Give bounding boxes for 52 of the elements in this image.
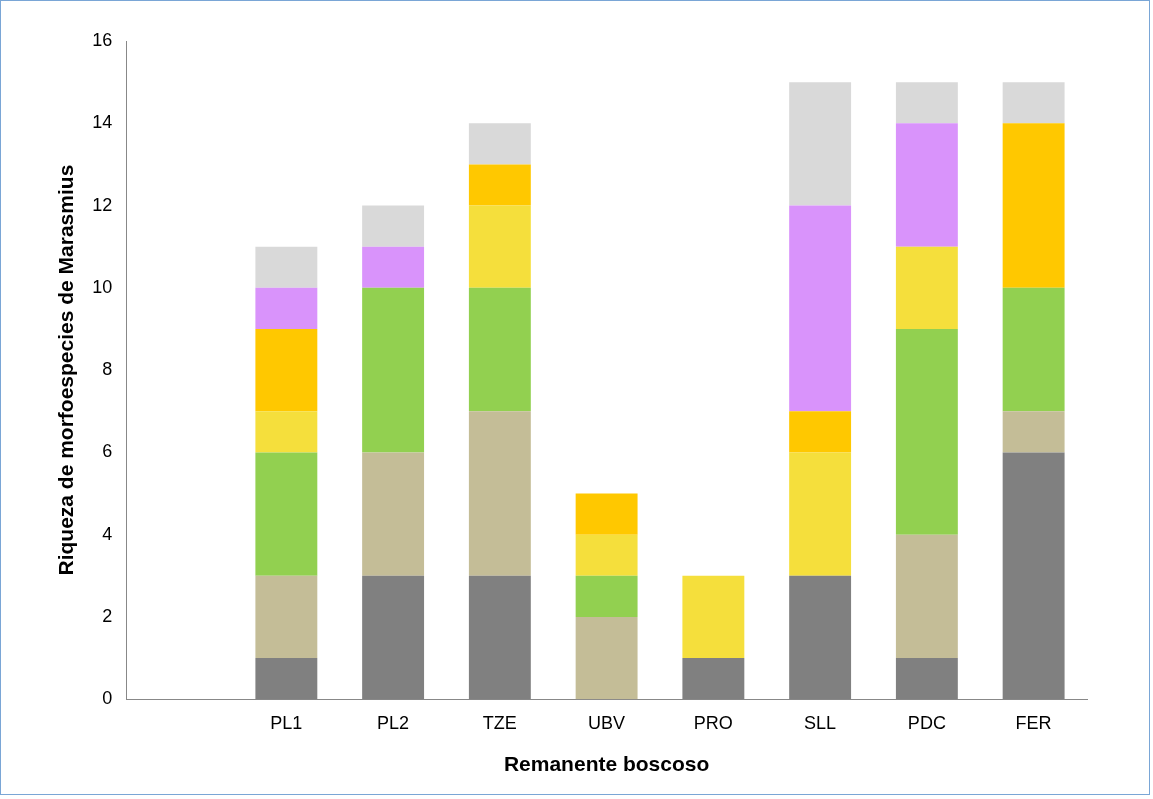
x-axis-title: Remanente boscoso	[503, 752, 710, 776]
bar	[255, 411, 318, 453]
bar	[1002, 411, 1065, 453]
bar	[468, 411, 531, 576]
x-tick-label: PRO	[693, 712, 733, 733]
y-tick-label: 8	[102, 359, 113, 380]
bar	[362, 246, 425, 288]
bar	[575, 575, 638, 617]
bar	[1002, 123, 1065, 288]
x-tick-label: TZE	[482, 712, 517, 733]
y-tick-label: 14	[92, 112, 113, 133]
bar	[682, 575, 745, 659]
x-tick-label: PDC	[907, 712, 946, 733]
bar	[575, 616, 638, 700]
bar	[255, 452, 318, 576]
x-tick-label: FER	[1015, 712, 1052, 733]
bar	[895, 82, 958, 124]
bar	[362, 452, 425, 576]
bar	[789, 411, 852, 453]
bar	[575, 534, 638, 576]
x-tick-label: PL1	[270, 712, 303, 733]
y-tick-label: 16	[92, 29, 113, 50]
bar	[255, 575, 318, 659]
y-tick-label: 10	[92, 276, 113, 297]
bar	[575, 493, 638, 535]
y-tick-label: 6	[102, 441, 113, 462]
bar	[362, 287, 425, 453]
bar	[895, 246, 958, 329]
bar	[468, 123, 531, 165]
bar	[468, 205, 531, 288]
bar	[468, 164, 531, 206]
bar	[789, 82, 852, 206]
x-tick-label: UBV	[588, 712, 626, 733]
y-tick-label: 0	[102, 688, 113, 709]
y-tick-label: 4	[102, 523, 113, 544]
bar	[789, 205, 852, 412]
x-tick-label: SLL	[804, 712, 837, 733]
bar	[255, 328, 318, 412]
bar	[1002, 82, 1065, 124]
x-tick-label: PL2	[377, 712, 410, 733]
bar	[895, 123, 958, 247]
bar	[789, 452, 852, 576]
bar	[255, 287, 318, 329]
bar	[468, 287, 531, 412]
y-tick-label: 2	[102, 605, 113, 626]
y-tick-label: 12	[92, 194, 113, 215]
bar	[895, 328, 958, 535]
bar	[895, 534, 958, 659]
bar	[362, 205, 425, 247]
bar	[1002, 287, 1065, 412]
y-axis-title: Riqueza de morfoespecies de Marasmius	[54, 164, 78, 576]
bar	[255, 246, 318, 288]
